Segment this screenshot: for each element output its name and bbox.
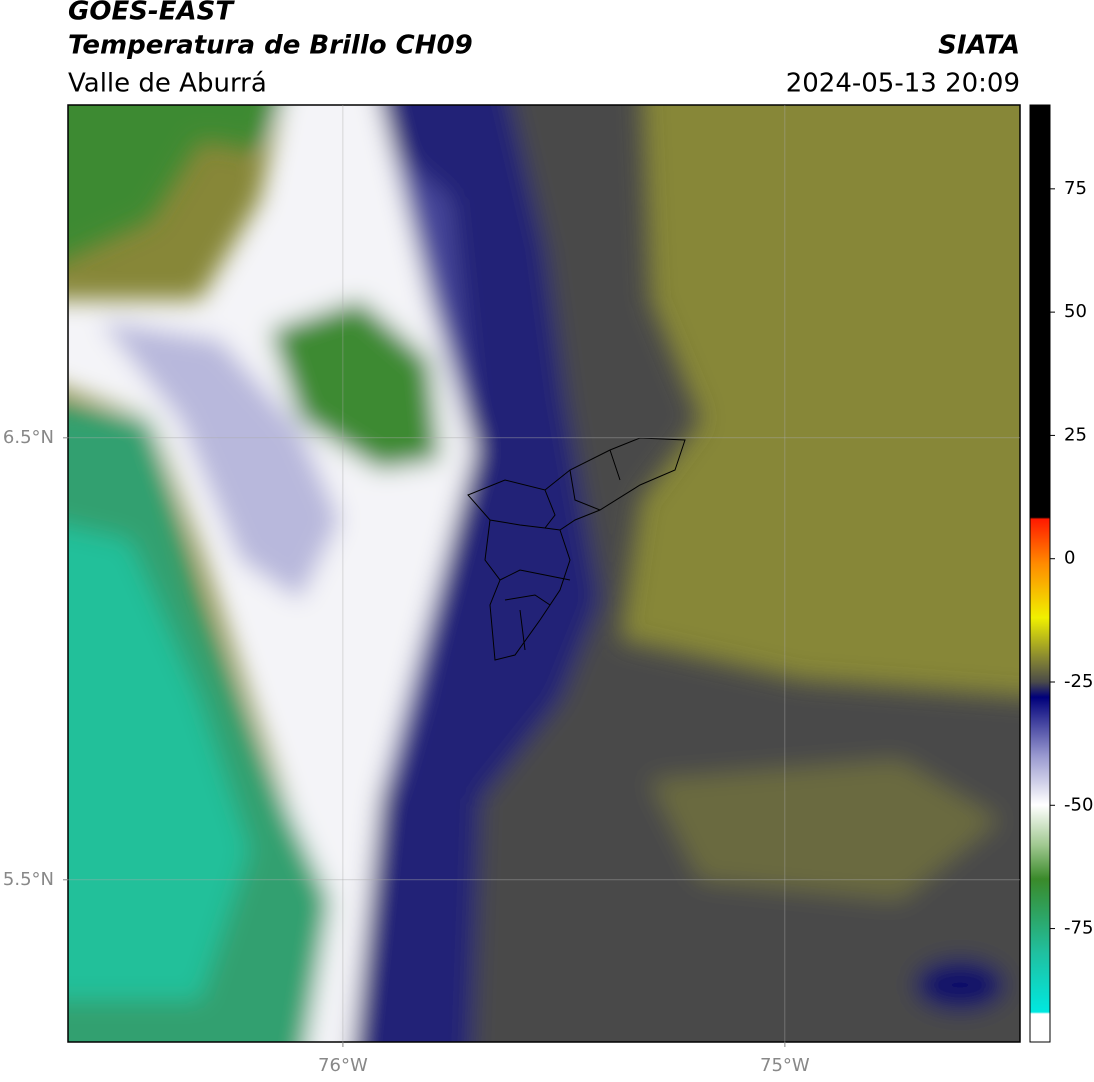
colorbar-tick-label: -50 [1064,794,1093,815]
title: GOES-EAST [68,0,235,27]
x-tick-label: 76°W [318,1055,368,1076]
map-frame [67,104,1021,1043]
y-tick-label: 5.5°N [3,869,54,890]
y-tick-label: 6.5°N [3,427,54,448]
colorbar-tick-label: -25 [1064,671,1093,692]
colorbar [1029,104,1051,1043]
colorbar-tick-label: 50 [1064,301,1087,322]
x-tick-label: 75°W [760,1055,810,1076]
colorbar-tick-label: 75 [1064,178,1087,199]
colorbar-tick-label: 0 [1064,548,1075,569]
colorbar-tick-label: 25 [1064,424,1087,445]
municipal-boundaries [467,437,686,661]
timestamp: 2024-05-13 20:09 [786,69,1020,99]
subtitle: Temperatura de Brillo CH09 [68,31,473,61]
source: SIATA [938,31,1020,61]
colorbar-tick-label: -75 [1064,918,1093,939]
satellite-image [68,105,1020,1042]
region: Valle de Aburrá [68,69,267,99]
